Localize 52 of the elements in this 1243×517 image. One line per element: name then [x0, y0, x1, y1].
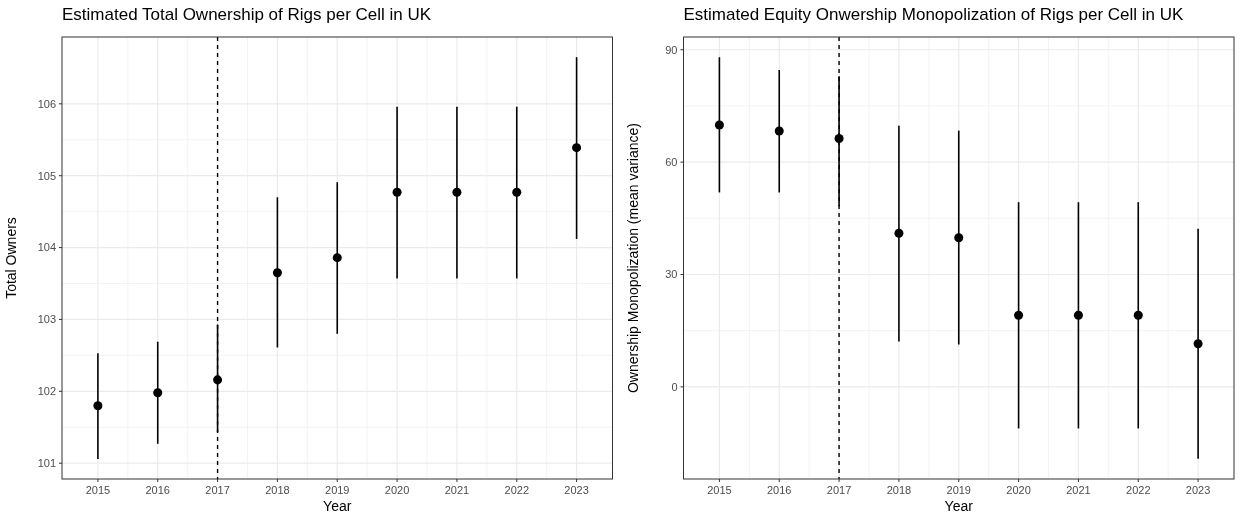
- y-axis-title: Total Owners: [3, 217, 19, 299]
- point: [1014, 310, 1024, 320]
- point: [834, 134, 844, 144]
- y-tick-label: 104: [37, 241, 56, 254]
- point: [1193, 339, 1203, 349]
- x-tick-label: 2021: [444, 484, 470, 496]
- x-tick-label: 2017: [826, 484, 852, 496]
- y-axis-title: Ownership Monopolization (mean variance): [624, 122, 641, 394]
- x-tick-label: 2017: [205, 484, 230, 496]
- point: [452, 187, 462, 197]
- y-tick-label: 105: [37, 169, 56, 182]
- x-axis-title: Year: [944, 498, 974, 514]
- point: [512, 187, 522, 197]
- point: [332, 253, 342, 263]
- point: [1073, 310, 1083, 320]
- x-tick-label: 2022: [504, 484, 529, 496]
- point: [572, 143, 582, 153]
- point: [93, 401, 103, 411]
- x-tick-label: 2015: [707, 484, 732, 496]
- y-tick-label: 101: [37, 457, 56, 470]
- y-tick-label: 102: [37, 385, 56, 398]
- point: [714, 120, 724, 130]
- y-tick-label: 103: [37, 313, 56, 326]
- x-tick-label: 2016: [767, 484, 792, 496]
- point: [272, 268, 282, 278]
- x-tick-label: 2018: [265, 484, 290, 496]
- chart-title: Estimated Total Ownership of Rigs per Cell in UK: [62, 5, 432, 24]
- y-tick-label: 106: [37, 97, 56, 110]
- x-tick-label: 2019: [946, 484, 971, 496]
- x-axis-title: Year: [323, 498, 352, 514]
- y-tick-label: 90: [665, 43, 678, 56]
- x-tick-label: 2020: [1006, 484, 1031, 496]
- x-tick-label: 2020: [384, 484, 410, 496]
- point: [153, 388, 163, 398]
- x-tick-label: 2018: [886, 484, 912, 496]
- point: [774, 126, 784, 136]
- point: [954, 233, 964, 243]
- x-tick-label: 2019: [325, 484, 350, 496]
- point: [894, 228, 904, 238]
- y-tick-label: 0: [671, 380, 678, 393]
- point: [1133, 310, 1143, 320]
- x-tick-label: 2022: [1126, 484, 1151, 496]
- x-tick-label: 2015: [85, 484, 111, 496]
- x-tick-label: 2023: [564, 484, 589, 496]
- chart-title: Estimated Equity Onwership Monopolization of Rigs per Cell in UK: [683, 5, 1184, 24]
- x-tick-label: 2021: [1066, 484, 1091, 496]
- y-tick-label: 30: [665, 268, 678, 281]
- point: [392, 187, 402, 197]
- point: [213, 375, 223, 385]
- x-tick-label: 2016: [145, 484, 170, 496]
- y-tick-label: 60: [665, 155, 678, 168]
- x-tick-label: 2023: [1185, 484, 1211, 496]
